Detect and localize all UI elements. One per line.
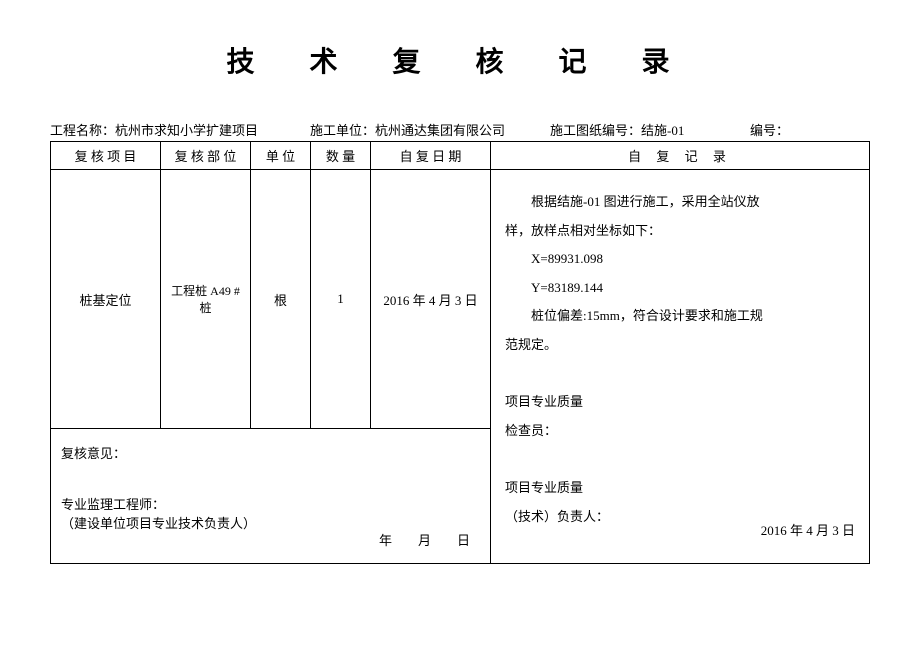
sign-role: （技术）负责人： [505,509,609,524]
header-date: 自 复 日 期 [371,142,491,170]
header-part: 复 核 部 位 [161,142,251,170]
meta-row: 工程名称：杭州市求知小学扩建项目 施工单位：杭州通达集团有限公司 施工图纸编号：… [50,120,870,139]
meta-unit: 施工单位：杭州通达集团有限公司 [310,120,550,139]
record-line: 范规定。 [505,337,557,352]
meta-project: 工程名称：杭州市求知小学扩建项目 [50,120,310,139]
record-line: 样，放样点相对坐标如下： [505,223,661,238]
main-table: 复 核 项 目 复 核 部 位 单 位 数 量 自 复 日 期 自 复 记 录 … [50,141,870,564]
cell-qty: 1 [311,170,371,429]
cell-record: 根据结施-01 图进行施工，采用全站仪放 样，放样点相对坐标如下： X=8993… [491,170,870,564]
meta-serial-label: 编号： [750,123,789,138]
meta-drawing-value: 结施-01 [641,123,684,138]
table-header-row: 复 核 项 目 复 核 部 位 单 位 数 量 自 复 日 期 自 复 记 录 [51,142,870,170]
meta-unit-value: 杭州通达集团有限公司 [375,123,505,138]
review-date-slot: 年 月 日 [379,530,470,549]
meta-drawing: 施工图纸编号：结施-01 [550,120,750,139]
header-record: 自 复 记 录 [491,142,870,170]
inspector-label: 项目专业质量 [505,394,583,409]
meta-unit-label: 施工单位： [310,123,375,138]
review-opinion-label: 复核意见： [61,443,480,462]
meta-project-label: 工程名称： [50,123,115,138]
table-data-row: 桩基定位 工程桩 A49 #桩 根 1 2016 年 4 月 3 日 根据结施-… [51,170,870,429]
cell-date: 2016 年 4 月 3 日 [371,170,491,429]
cell-part: 工程桩 A49 #桩 [161,170,251,429]
sign-date: 2016 年 4 月 3 日 [761,517,855,546]
meta-project-value: 杭州市求知小学扩建项目 [115,123,258,138]
review-engineer-label: 专业监理工程师： [61,494,480,513]
record-line: Y=83189.144 [505,274,855,303]
header-item: 复 核 项 目 [51,142,161,170]
meta-serial: 编号： [750,120,870,139]
cell-item: 桩基定位 [51,170,161,429]
record-line: 根据结施-01 图进行施工，采用全站仪放 [505,188,855,217]
cell-review: 复核意见： 专业监理工程师： （建设单位项目专业技术负责人） 年 月 日 [51,429,491,564]
meta-drawing-label: 施工图纸编号： [550,123,641,138]
header-unit: 单 位 [251,142,311,170]
sign-role: 项目专业质量 [505,480,583,495]
record-line: X=89931.098 [505,245,855,274]
page-title: 技 术 复 核 记 录 [50,40,870,80]
record-line: 桩位偏差:15mm，符合设计要求和施工规 [505,302,855,331]
header-qty: 数 量 [311,142,371,170]
inspector-label: 检查员： [505,423,557,438]
cell-unit: 根 [251,170,311,429]
